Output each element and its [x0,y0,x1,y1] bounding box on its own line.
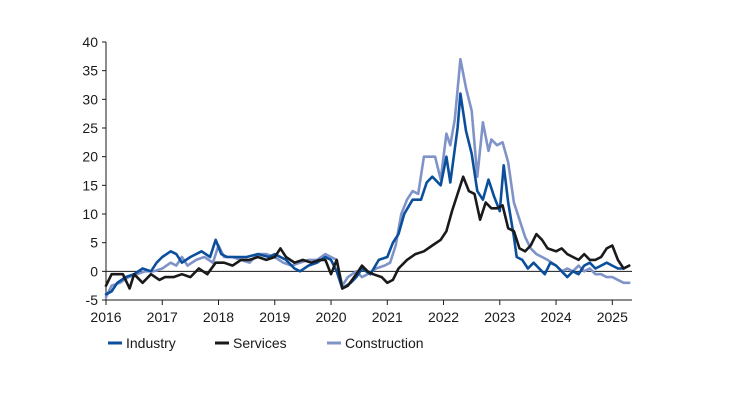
y-tick-label: 35 [82,63,98,79]
x-tick-label: 2022 [428,309,459,325]
x-tick-label: 2016 [90,309,121,325]
y-tick-label: 15 [82,177,98,193]
x-tick-label: 2017 [147,309,178,325]
series-line-services [104,175,631,290]
y-tick-label: 0 [90,263,98,279]
y-tick-label: -5 [86,292,99,308]
x-tick-label: 2025 [597,309,628,325]
y-tick-label: 10 [82,206,98,222]
series-line-industry [104,92,631,296]
y-tick-label: 30 [82,91,98,107]
y-tick-label: 40 [82,34,98,50]
y-tick-label: 20 [82,149,98,165]
x-tick-label: 2019 [259,309,290,325]
legend: Industry Services Construction [108,335,424,351]
series-layer [104,57,631,299]
y-tick-label: 5 [90,235,98,251]
x-tick-label: 2024 [540,309,571,325]
y-tick-label: 25 [82,120,98,136]
x-tick-label: 2020 [315,309,346,325]
y-axis: -5 0 5 10 15 20 25 30 35 40 [82,34,107,308]
x-tick-label: 2021 [372,309,403,325]
x-axis: 2016 2017 2018 2019 2020 2021 2022 2023 2024 2025 [90,299,632,325]
legend-label-construction: Construction [345,335,424,351]
x-tick-label: 2018 [203,309,234,325]
x-tick-label: 2023 [484,309,515,325]
legend-label-services: Services [233,335,287,351]
legend-label-industry: Industry [126,335,176,351]
